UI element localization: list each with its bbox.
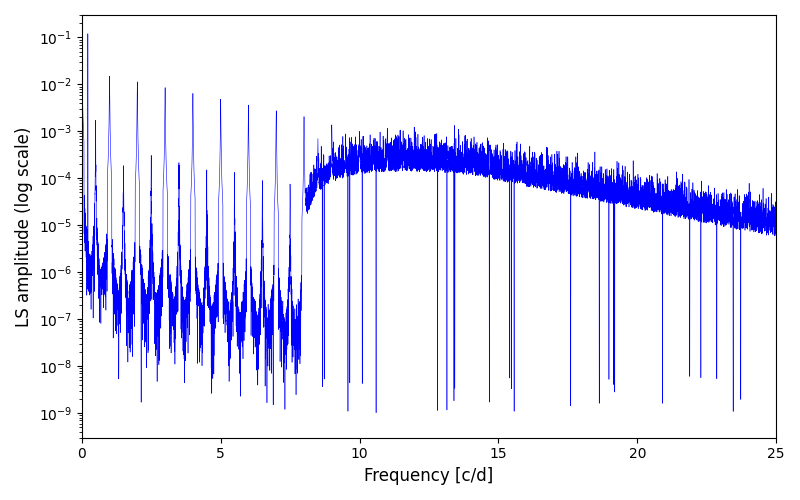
Y-axis label: LS amplitude (log scale): LS amplitude (log scale) <box>15 126 33 326</box>
X-axis label: Frequency [c/d]: Frequency [c/d] <box>364 467 494 485</box>
